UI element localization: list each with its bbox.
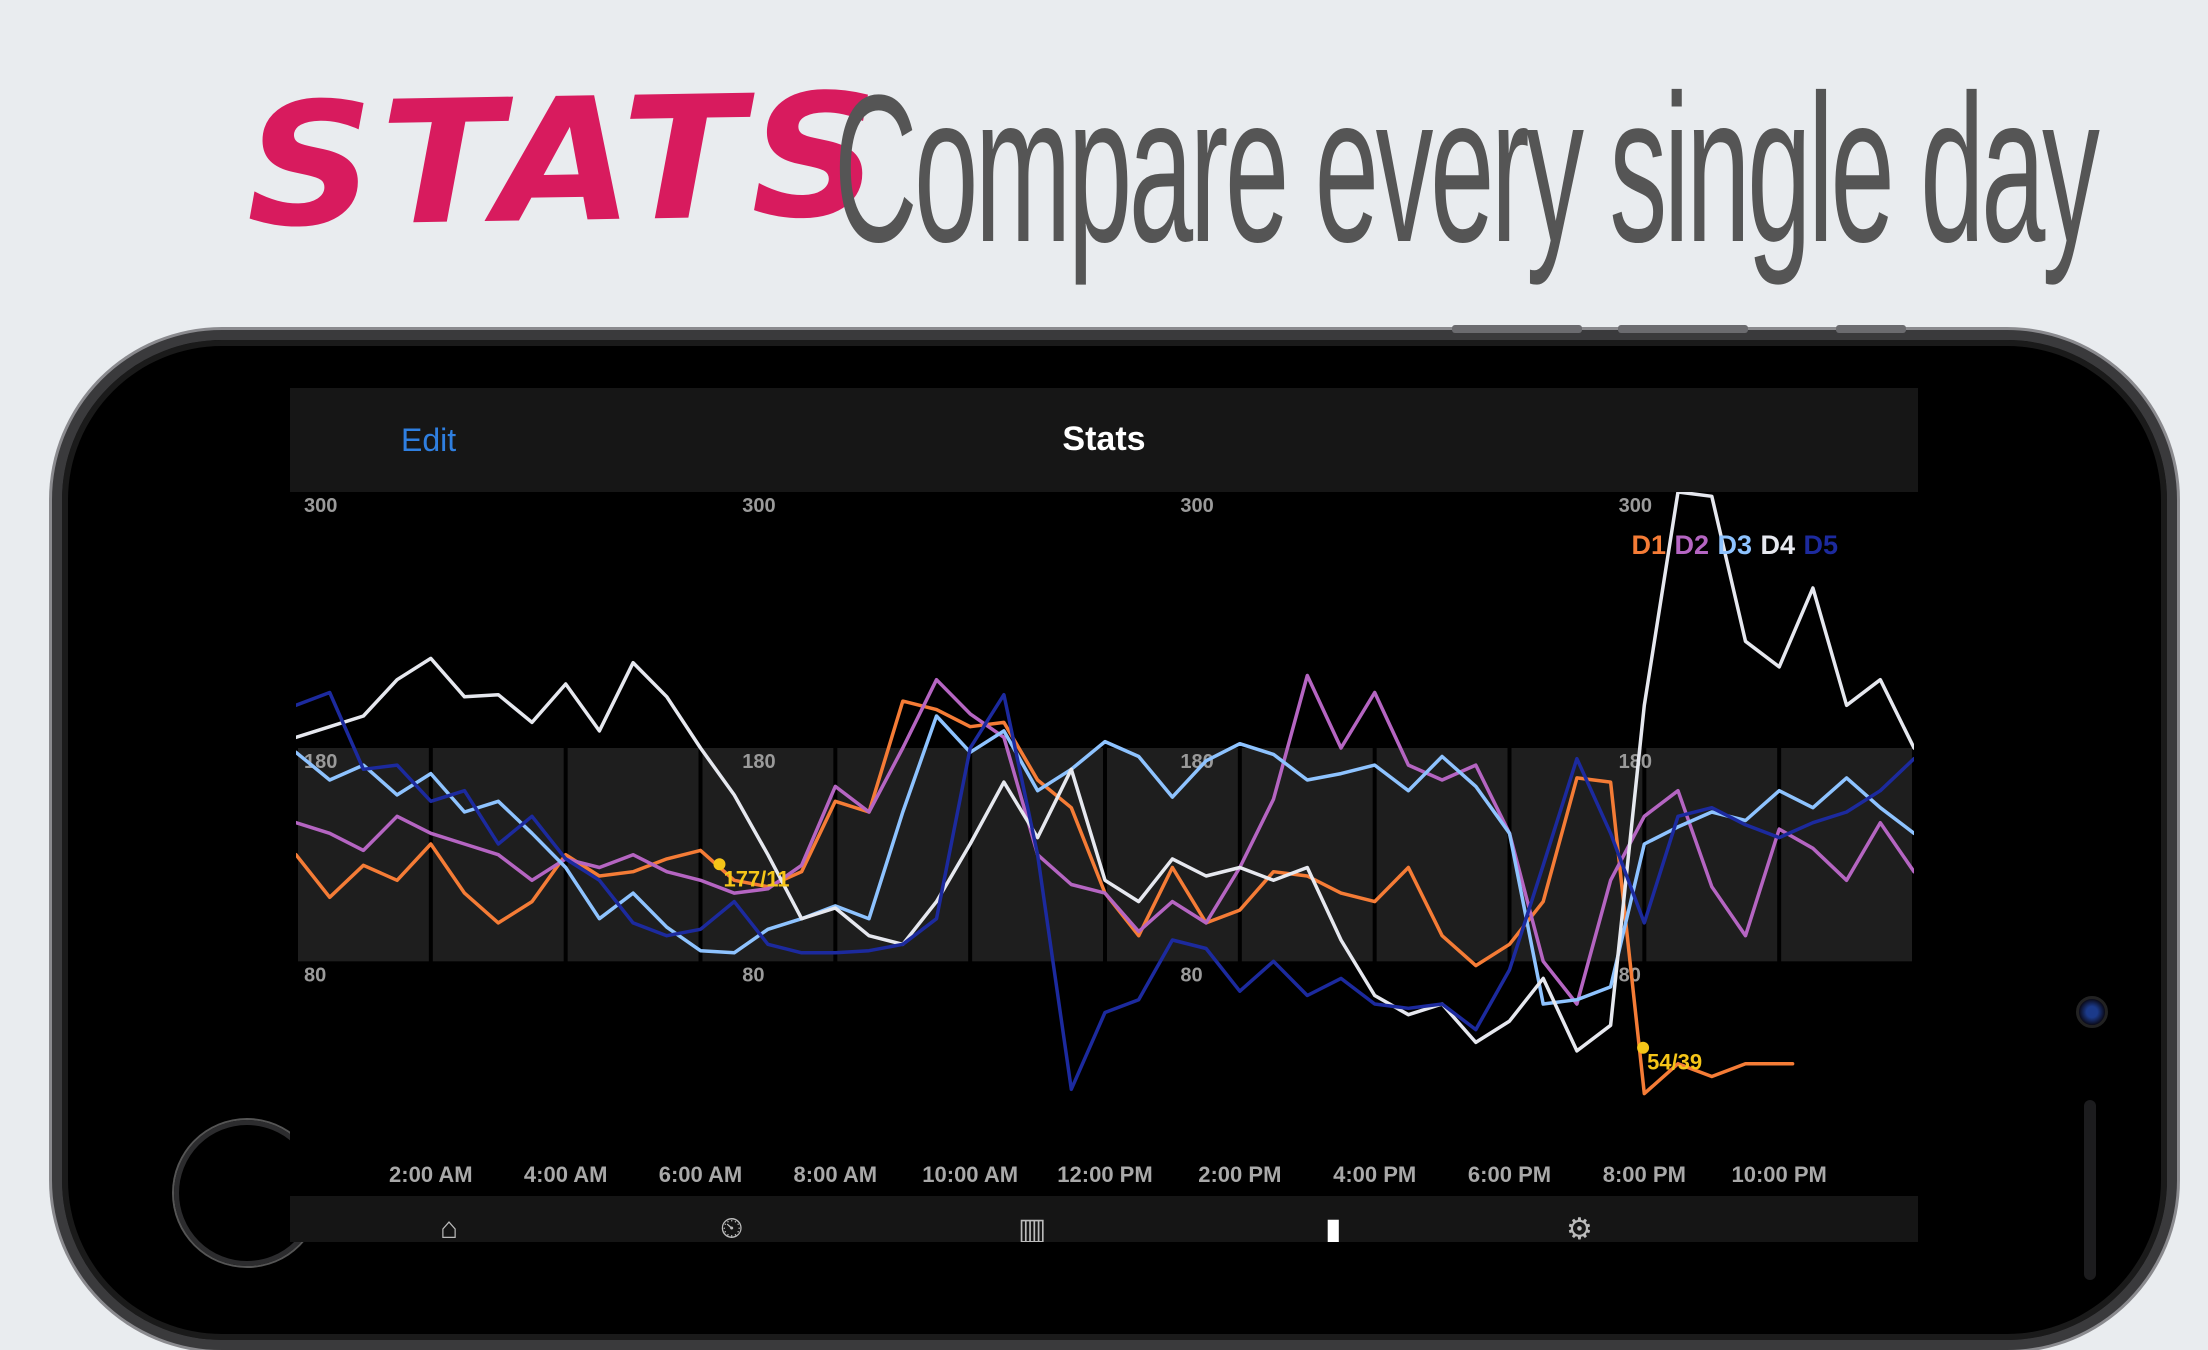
- annotations: 177/11 54/39: [713, 858, 1702, 1075]
- legend-entry-d3: D3: [1717, 530, 1752, 560]
- x-axis-ticks: 2:00 AM 4:00 AM 6:00 AM 8:00 AM 10:00 AM 12:0…: [389, 1162, 1827, 1187]
- target-band: [1646, 748, 1778, 962]
- target-band: [1241, 748, 1373, 962]
- tab-reminder-icon[interactable]: ⏲: [720, 1212, 744, 1242]
- x-tick-label: 4:00 PM: [1333, 1162, 1416, 1187]
- series-line-d5: [294, 690, 1916, 1092]
- headline-tagline: Compare every single day: [834, 51, 2100, 286]
- tab-bar: ⌂ ⏲ ▥ ▮ ⚙: [290, 1196, 1918, 1242]
- legend-entry-d1: D1: [1631, 530, 1666, 560]
- annotation-dot: [1637, 1041, 1650, 1054]
- y-label: 300: [742, 495, 775, 517]
- x-tick-label: 12:00 PM: [1057, 1162, 1152, 1187]
- x-tick-label: 2:00 AM: [389, 1162, 473, 1187]
- x-tick-label: 2:00 PM: [1198, 1162, 1281, 1187]
- volume-down-button: [1618, 325, 1748, 333]
- y-label: 300: [1619, 495, 1652, 517]
- y-label: 180: [1619, 751, 1652, 773]
- y-label: 180: [742, 751, 775, 773]
- y-label: 80: [304, 964, 326, 986]
- y-label: 80: [742, 964, 764, 986]
- page-title: Stats: [1062, 420, 1146, 458]
- headline: STATS Compare every single day: [0, 40, 2208, 290]
- x-tick-label: 10:00 PM: [1731, 1162, 1826, 1187]
- x-tick-label: 4:00 AM: [524, 1162, 608, 1187]
- legend-entry-d5: D5: [1803, 530, 1838, 560]
- y-label: 300: [1180, 495, 1213, 517]
- y-label: 80: [1180, 964, 1202, 986]
- headline-label: STATS: [244, 57, 888, 266]
- annotation-label: 54/39: [1647, 1050, 1702, 1075]
- tab-home-icon[interactable]: ⌂: [440, 1212, 459, 1242]
- stats-chart[interactable]: 300 180 80 300 180 80 300 180 80 300 180 80 177/11 5…: [294, 490, 1916, 1192]
- navigation-bar: Edit Stats: [290, 388, 1918, 492]
- legend-entry-d4: D4: [1760, 530, 1795, 560]
- annotation-label: 177/11: [723, 866, 789, 891]
- tab-charts-icon[interactable]: ▥: [1018, 1213, 1047, 1242]
- legend-entry-d2: D2: [1674, 530, 1709, 560]
- target-band: [298, 748, 429, 962]
- power-button: [1836, 325, 1906, 333]
- series-line-d3: [294, 714, 1916, 1006]
- y-label: 180: [1180, 751, 1213, 773]
- y-label: 300: [304, 495, 337, 517]
- annotation-dot: [713, 858, 726, 871]
- chart-legend: D5 D4 D3 D2 D1: [1631, 530, 1838, 560]
- tab-stats-icon[interactable]: ▮: [1325, 1213, 1342, 1242]
- x-tick-label: 8:00 AM: [794, 1162, 878, 1187]
- target-range-bands: [298, 748, 1912, 962]
- series-lines: [294, 490, 1916, 1096]
- speaker-grille: [2084, 1100, 2096, 1280]
- x-tick-label: 6:00 PM: [1468, 1162, 1551, 1187]
- series-line-d4: [294, 490, 1916, 1053]
- edit-button[interactable]: Edit: [401, 422, 457, 458]
- x-tick-label: 10:00 AM: [922, 1162, 1018, 1187]
- target-band: [1107, 748, 1238, 962]
- tab-settings-icon[interactable]: ⚙: [1566, 1213, 1593, 1242]
- app-screen: Edit Stats 300 180 80 300 180 80 300 180 80 300 18…: [290, 388, 1918, 1242]
- x-tick-label: 6:00 AM: [659, 1162, 743, 1187]
- camera-icon: [2076, 996, 2108, 1028]
- x-tick-label: 8:00 PM: [1603, 1162, 1686, 1187]
- volume-up-button: [1452, 325, 1582, 333]
